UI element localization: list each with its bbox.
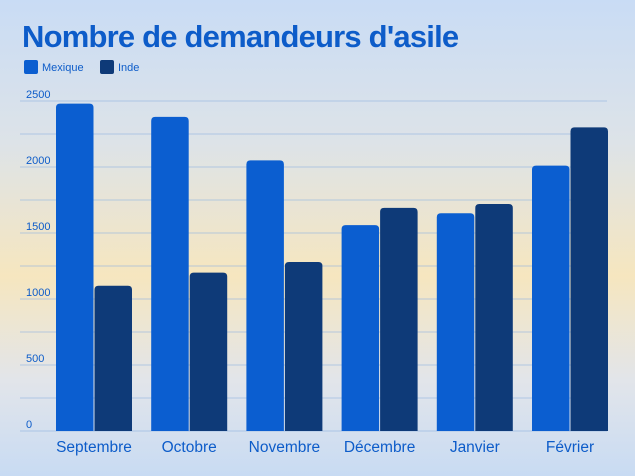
chart-title: Nombre de demandeurs d'asile (22, 19, 459, 54)
y-axis-ticks: 0 500 1000 1500 2000 2500 (26, 89, 50, 431)
bar-inde-février (570, 127, 608, 432)
bar-mexique-septembre (56, 103, 94, 431)
y-tick-label: 2000 (26, 155, 50, 167)
legend-swatch-mexique (24, 60, 38, 74)
bars (56, 103, 608, 432)
bar-inde-octobre (189, 272, 228, 431)
bar-mexique-janvier (436, 213, 475, 431)
legend-label-mexique: Mexique (42, 62, 84, 74)
legend: Mexique Inde (24, 60, 139, 74)
x-category-label: Octobre (162, 439, 217, 456)
bar-inde-janvier (475, 203, 513, 431)
legend-label-inde: Inde (118, 62, 139, 74)
bar-mexique-décembre (341, 225, 380, 431)
x-category-label: Février (546, 439, 594, 456)
bar-mexique-février (532, 165, 570, 431)
legend-swatch-inde (100, 60, 114, 74)
bar-mexique-novembre (246, 160, 284, 431)
bar-inde-novembre (284, 262, 323, 431)
x-category-label: Janvier (450, 439, 500, 456)
x-category-label: Novembre (249, 439, 321, 456)
y-tick-label: 1000 (26, 287, 50, 299)
y-tick-label: 2500 (26, 89, 50, 101)
y-tick-label: 1500 (26, 221, 50, 233)
y-tick-label: 500 (26, 353, 44, 365)
y-tick-label: 0 (26, 419, 32, 431)
bar-inde-décembre (380, 207, 418, 431)
x-axis-categories: Septembre Octobre Novembre Décembre Janvier F… (56, 439, 594, 456)
bar-mexique-octobre (151, 116, 189, 431)
bar-inde-septembre (94, 285, 132, 431)
x-category-label: Septembre (56, 439, 132, 456)
x-category-label: Décembre (344, 439, 416, 456)
